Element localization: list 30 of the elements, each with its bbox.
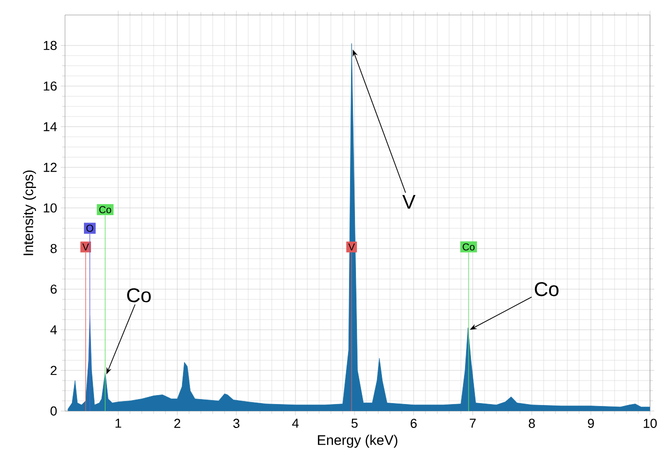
- x-tick-label: 6: [410, 418, 417, 428]
- y-tick-label: 2: [50, 366, 57, 375]
- ref-line-label: V: [82, 244, 89, 250]
- y-tick-label: 12: [44, 162, 57, 172]
- y-tick-label: 4: [50, 325, 57, 334]
- x-tick-label: 8: [528, 418, 535, 428]
- y-tick-label: 6: [50, 284, 57, 294]
- annotation: V: [402, 194, 416, 209]
- y-tick-label: 0: [50, 406, 57, 416]
- x-tick-label: 5: [351, 418, 358, 428]
- ref-line-label: Co: [99, 206, 112, 214]
- y-axis-title: Intensity (cps): [22, 170, 36, 256]
- x-tick-label: 1: [116, 418, 122, 428]
- annotation: Co: [534, 282, 558, 296]
- x-tick-label: 10: [644, 418, 657, 428]
- y-tick-label: 8: [50, 244, 57, 254]
- x-tick-label: 4: [292, 418, 299, 428]
- x-axis-title: Energy (keV): [318, 434, 398, 448]
- ref-line-label: Co: [462, 243, 475, 250]
- y-tick-label: 14: [44, 122, 57, 132]
- y-tick-label: 16: [44, 81, 57, 91]
- x-tick-label: 9: [588, 418, 594, 428]
- y-tick-label: 10: [44, 203, 57, 213]
- x-tick-label: 7: [470, 418, 476, 428]
- ref-line-label: V: [348, 244, 355, 250]
- x-tick-label: 3: [233, 418, 240, 428]
- ref-line-label: O: [86, 224, 94, 232]
- annotation: Co: [127, 288, 151, 302]
- x-tick-label: 2: [174, 418, 180, 428]
- y-tick-label: 18: [44, 40, 57, 50]
